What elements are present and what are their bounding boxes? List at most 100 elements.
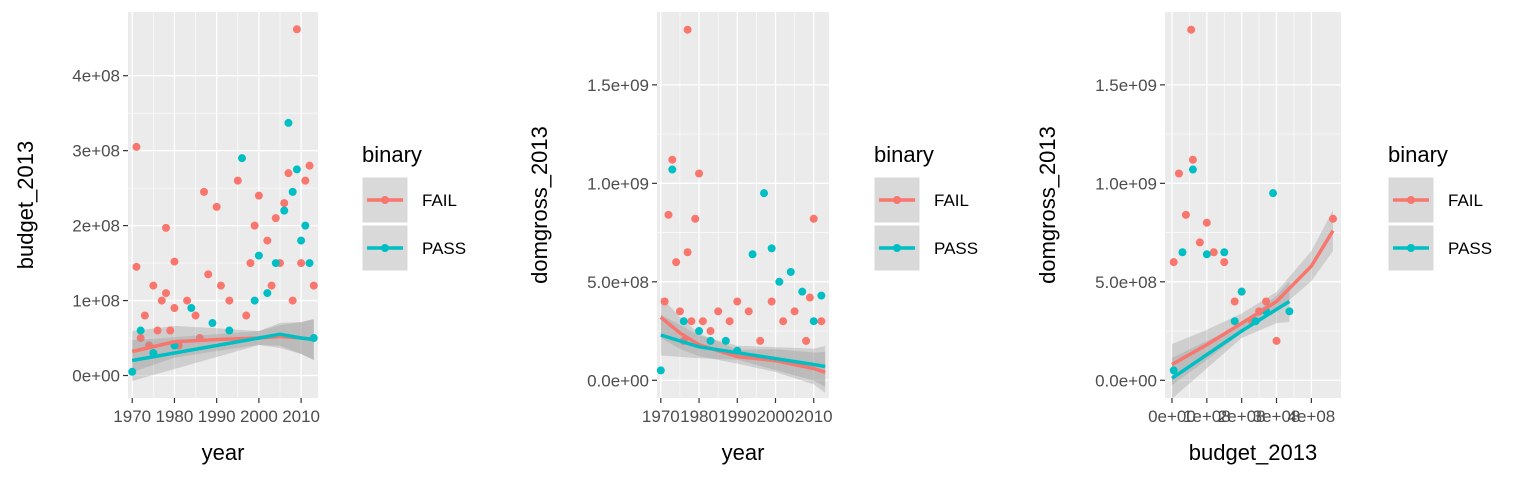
legend: binary FAIL PASS	[873, 142, 978, 272]
data-point-pass	[1188, 165, 1197, 174]
y-tick-label: 4e+08	[72, 67, 120, 86]
data-point-fail	[242, 311, 251, 320]
data-point-fail	[183, 296, 192, 305]
data-point-fail	[756, 336, 765, 345]
data-point-pass	[656, 366, 665, 375]
x-tick-label: 1e+08	[1183, 407, 1231, 426]
data-point-pass	[288, 187, 297, 196]
data-point-fail	[767, 297, 776, 306]
x-axis-title: year	[202, 440, 245, 465]
x-tick-label: 2000	[240, 407, 278, 426]
data-point-fail	[1262, 297, 1271, 306]
legend-title: binary	[362, 142, 422, 167]
data-point-pass	[817, 291, 826, 300]
x-tick-label: 3e+08	[1253, 407, 1301, 426]
data-point-fail	[1220, 258, 1229, 267]
data-point-fail	[136, 334, 145, 343]
x-tick-label: 1970	[642, 407, 680, 426]
data-point-fail	[817, 317, 826, 326]
x-tick-label: 1990	[198, 407, 236, 426]
y-tick-label: 1e+08	[72, 292, 120, 311]
data-point-fail	[132, 262, 141, 271]
data-point-fail	[162, 223, 170, 232]
data-point-pass	[679, 317, 688, 326]
x-tick-label: 2010	[282, 407, 320, 426]
x-tick-label: 2e+08	[1218, 407, 1266, 426]
data-point-fail	[284, 169, 293, 178]
legend-label-fail: FAIL	[1448, 191, 1483, 210]
data-point-fail	[305, 161, 314, 170]
data-point-pass	[225, 326, 234, 335]
data-point-fail	[292, 25, 301, 34]
y-tick-label: 5.0e+08	[587, 273, 649, 292]
data-point-pass	[292, 165, 301, 174]
data-point-fail	[672, 258, 681, 267]
data-point-fail	[157, 296, 166, 305]
data-point-fail	[1230, 297, 1239, 306]
data-point-pass	[208, 319, 217, 328]
x-tick-label: 1970	[113, 407, 151, 426]
x-axis-title: budget_2013	[1189, 440, 1317, 465]
data-point-fail	[675, 307, 684, 316]
data-point-fail	[170, 257, 179, 266]
x-tick-label: 4e+08	[1288, 407, 1336, 426]
x-tick-label: 2000	[757, 407, 795, 426]
data-point-fail	[1181, 210, 1190, 219]
data-point-fail	[301, 176, 310, 185]
data-point-fail	[725, 317, 734, 326]
data-point-pass	[238, 154, 246, 163]
x-tick-label: 1990	[718, 407, 756, 426]
data-point-fail	[1328, 214, 1337, 223]
data-point-pass	[786, 267, 795, 276]
data-point-fail	[802, 336, 811, 345]
data-point-fail	[233, 176, 242, 185]
data-point-fail	[733, 297, 742, 306]
panel-background	[657, 12, 829, 398]
data-point-pass	[798, 287, 807, 296]
legend-key-point	[381, 244, 389, 252]
data-point-fail	[687, 317, 696, 326]
legend: binary FAIL PASS	[361, 142, 466, 272]
data-point-fail	[216, 281, 225, 290]
data-point-fail	[691, 214, 700, 223]
data-point-fail	[162, 289, 170, 298]
data-point-fail	[166, 326, 175, 335]
y-axis-title: budget_2013	[13, 141, 38, 269]
data-point-pass	[128, 367, 137, 376]
data-point-pass	[721, 336, 730, 345]
data-point-fail	[683, 25, 692, 34]
y-tick-label: 5.0e+08	[1095, 273, 1157, 292]
legend-key-point	[1407, 244, 1415, 252]
y-tick-label: 1.0e+09	[587, 174, 649, 193]
data-point-fail	[1202, 218, 1211, 227]
y-tick-label: 2e+08	[72, 217, 120, 236]
confidence-band-fail	[660, 296, 826, 393]
data-point-fail	[309, 281, 318, 290]
data-point-fail	[706, 327, 715, 336]
data-point-pass	[1220, 248, 1229, 257]
data-point-fail	[1209, 248, 1218, 257]
data-point-fail	[204, 270, 213, 279]
data-point-pass	[760, 189, 769, 198]
data-point-pass	[187, 304, 196, 313]
chart-panel-2: 1970 1980 1990 2000 2010 0.0e+00 5.0e+08 1.0e+0…	[527, 12, 978, 465]
data-point-fail	[790, 307, 799, 316]
x-tick-label: 0e+00	[1148, 407, 1196, 426]
legend-label-fail: FAIL	[422, 191, 457, 210]
data-point-pass	[1169, 366, 1178, 375]
y-axis-title: domgross_2013	[1035, 126, 1060, 284]
data-point-fail	[668, 155, 677, 164]
data-point-fail	[664, 210, 673, 219]
trend-line-pass	[1171, 300, 1291, 380]
data-point-fail	[132, 142, 141, 151]
series-pass	[128, 118, 318, 381]
data-point-pass	[1269, 189, 1278, 198]
legend-label-fail: FAIL	[934, 191, 969, 210]
data-point-fail	[288, 296, 297, 305]
data-point-pass	[1202, 250, 1211, 259]
legend-key-point	[1407, 196, 1415, 204]
data-point-fail	[254, 191, 263, 200]
data-point-fail	[225, 296, 234, 305]
